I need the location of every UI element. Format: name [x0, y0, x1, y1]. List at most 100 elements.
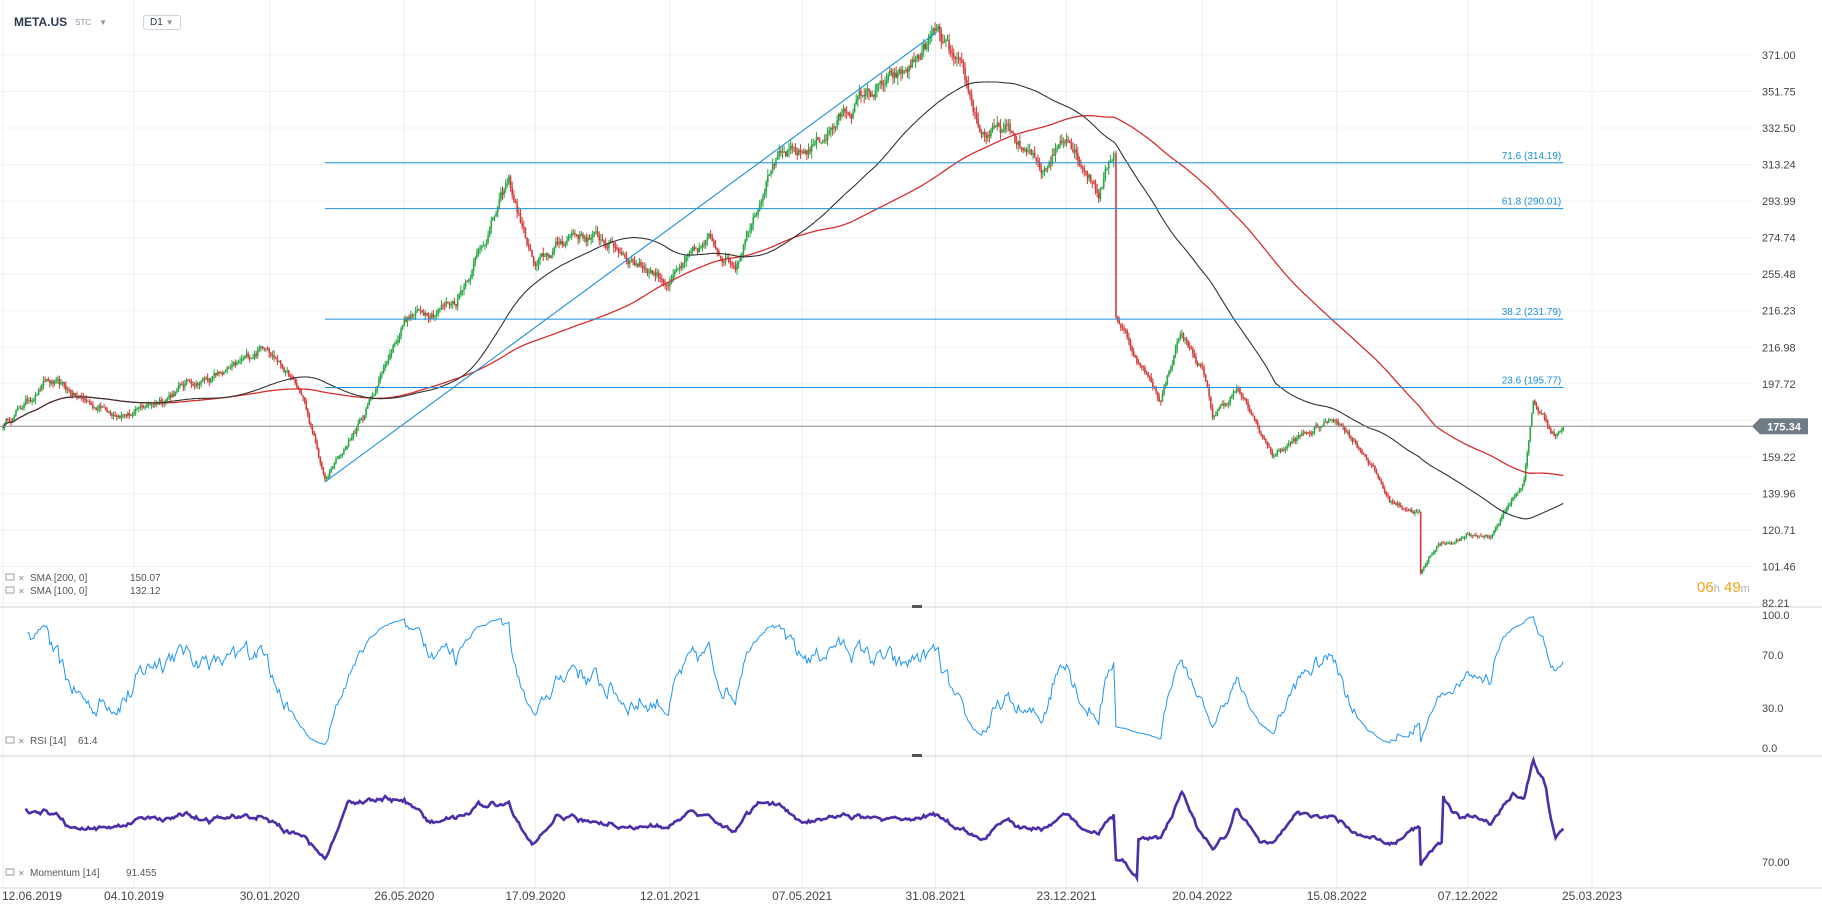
candle-up	[814, 144, 816, 145]
candle-up	[578, 234, 581, 240]
candle-down	[291, 376, 293, 378]
candle-down	[1010, 131, 1013, 133]
candle-up	[789, 146, 792, 150]
candle-down	[321, 463, 323, 468]
candle-down	[1488, 535, 1490, 538]
candle-down	[596, 231, 599, 236]
timeframe-select[interactable]: D1 ▼	[143, 14, 181, 30]
candle-up	[837, 113, 840, 121]
candle-up	[101, 406, 104, 408]
candle-down	[531, 250, 533, 257]
candle-up	[223, 371, 225, 375]
candle-down	[951, 52, 954, 54]
candle-down	[188, 381, 191, 382]
candle-down	[890, 71, 893, 73]
candle-up	[739, 255, 742, 262]
indicator-remove-icon: ✕	[18, 574, 25, 583]
candle-down	[1156, 391, 1159, 397]
momentum-line	[24, 755, 1565, 883]
candle-up	[1169, 368, 1172, 371]
candle-up	[42, 380, 45, 386]
candle-up	[258, 348, 261, 351]
candle-down	[1247, 401, 1249, 408]
candle-up	[1032, 153, 1034, 155]
candle-down	[427, 315, 430, 319]
candle-down	[1085, 171, 1087, 173]
candle-down	[501, 191, 504, 195]
candle-up	[450, 303, 452, 306]
candle-up	[437, 309, 440, 314]
candle-down	[1395, 503, 1397, 506]
candle-down	[1203, 367, 1205, 375]
candle-up	[480, 245, 483, 249]
candle-up	[271, 354, 274, 356]
chevron-down-icon[interactable]: ▼	[99, 17, 108, 27]
candle-up	[176, 389, 178, 393]
candle-up	[836, 120, 838, 127]
candle-down	[1326, 421, 1328, 423]
candle-down	[511, 187, 514, 196]
candle-down	[998, 122, 1000, 127]
candle-up	[1106, 168, 1108, 170]
candle-down	[79, 395, 81, 397]
candle-down	[513, 195, 515, 201]
candle-up	[133, 412, 135, 415]
candle-down	[193, 385, 196, 387]
candle-up	[98, 405, 101, 409]
candle-up	[622, 254, 625, 256]
candle-up	[1465, 534, 1467, 537]
candle-up	[336, 458, 339, 460]
candle-down	[1271, 452, 1274, 457]
instrument-type: STC	[75, 17, 92, 27]
candle-up	[700, 247, 702, 249]
candle-down	[985, 134, 988, 138]
candle-up	[820, 142, 823, 144]
candle-up	[1198, 364, 1200, 366]
symbol-name[interactable]: META.US	[14, 15, 68, 29]
candle-up	[131, 414, 134, 416]
candle-up	[492, 217, 494, 220]
candle-up	[638, 262, 641, 267]
candle-up	[1493, 530, 1495, 535]
candle-down	[967, 83, 970, 92]
candle-down	[598, 235, 601, 241]
candle-down	[1121, 327, 1124, 329]
candle-up	[23, 404, 25, 408]
candle-up	[382, 367, 385, 374]
candle-up	[736, 263, 738, 270]
candle-down	[817, 137, 819, 140]
candle-down	[306, 409, 309, 414]
candle-down	[693, 247, 696, 249]
candle-down	[1258, 426, 1261, 433]
candle-up	[1218, 407, 1220, 411]
candle-down	[1136, 356, 1138, 363]
candle-up	[458, 294, 461, 299]
candle-down	[957, 57, 960, 59]
candle-down	[314, 435, 317, 443]
fib-level-label: 61.8 (290.01)	[1502, 197, 1562, 208]
candle-down	[960, 59, 963, 63]
candle-down	[1126, 330, 1129, 338]
candle-down	[283, 367, 285, 373]
candle-up	[1562, 426, 1565, 430]
candle-up	[994, 126, 997, 128]
trendline	[324, 31, 937, 483]
candle-up	[1520, 488, 1522, 490]
candle-down	[732, 265, 735, 267]
candle-up	[879, 80, 881, 84]
candle-up	[1435, 546, 1438, 551]
candle-up	[250, 357, 253, 359]
candle-up	[5, 419, 8, 424]
candle-up	[1496, 525, 1498, 528]
candle-up	[1177, 339, 1180, 343]
candle-up	[461, 290, 464, 292]
candle-up	[1559, 431, 1561, 433]
candle-up	[786, 151, 789, 157]
candle-down	[577, 235, 579, 240]
candle-up	[1417, 511, 1419, 513]
candle-up	[495, 213, 497, 217]
candle-down	[585, 237, 588, 242]
candle-down	[1350, 436, 1352, 439]
candle-down	[1302, 433, 1305, 435]
